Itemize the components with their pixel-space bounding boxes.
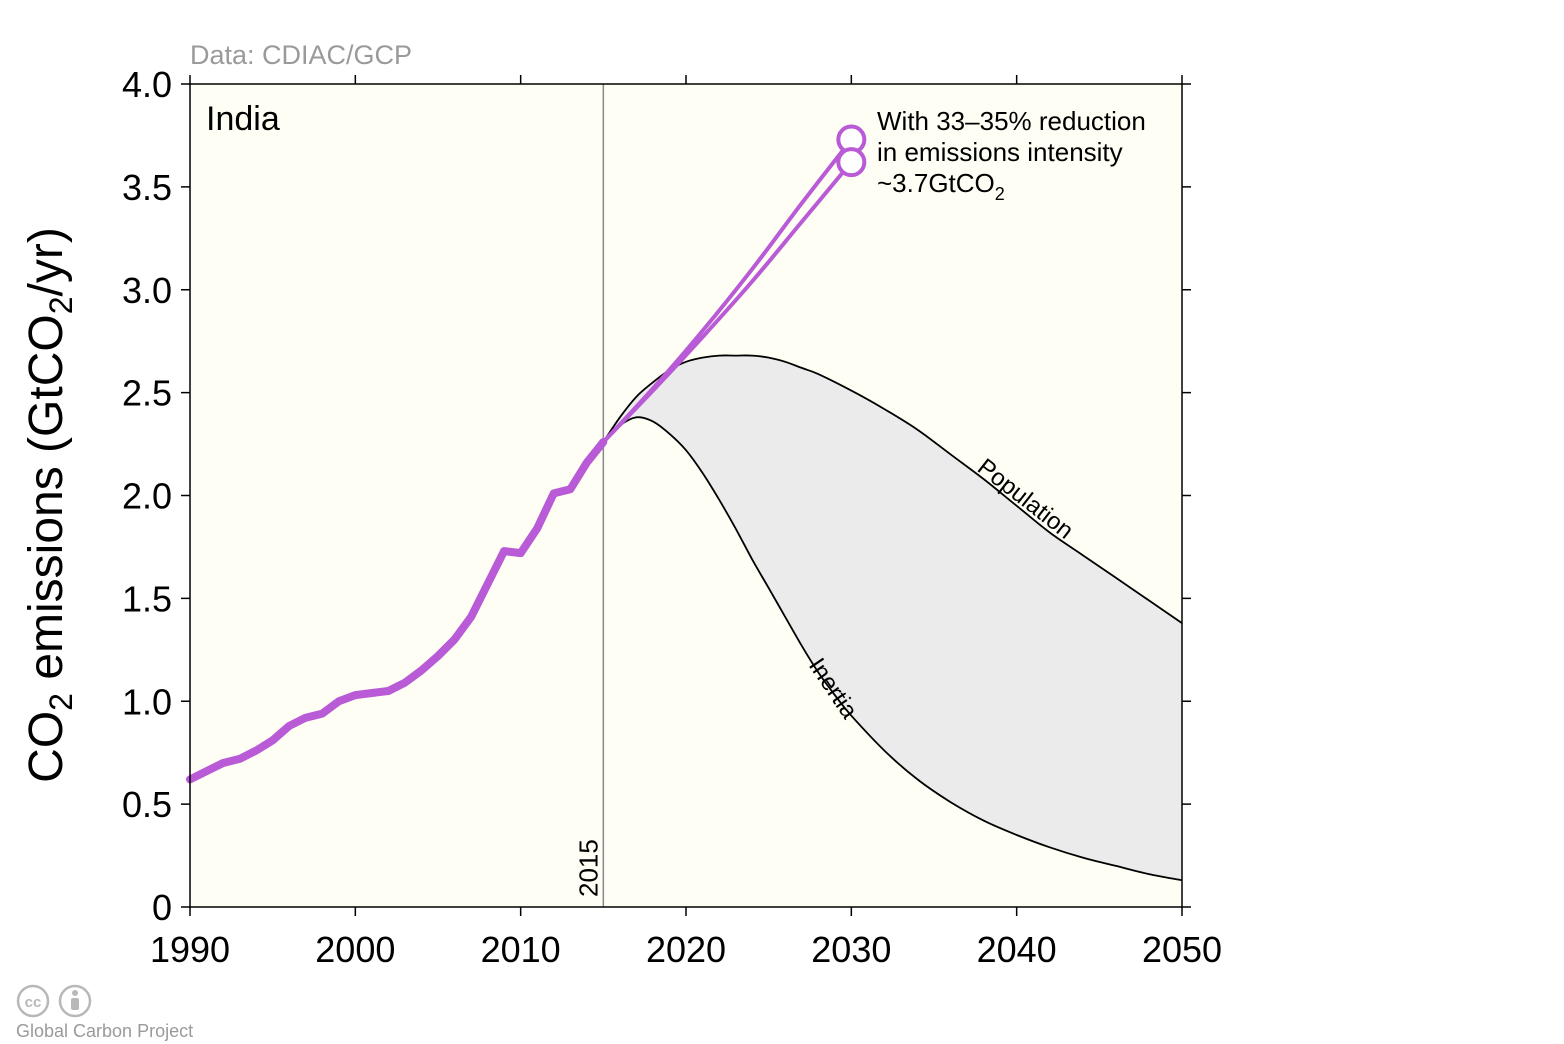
x-axis: 1990 2000 2010 2020 2030 2040 2050	[150, 75, 1222, 970]
y-tick-label: 2.0	[122, 476, 172, 517]
y-axis-title: CO2 emissions (GtCO2/yr)	[20, 227, 79, 783]
panel-title: India	[206, 100, 280, 138]
cc-icon: cc	[16, 984, 50, 1018]
x-tick-label: 2000	[315, 929, 395, 970]
annotation-line-1: With 33–35% reduction	[877, 106, 1146, 136]
y-tick-label: 4.0	[122, 64, 172, 105]
x-tick-label: 1990	[150, 929, 230, 970]
endpoint-low-marker	[836, 147, 867, 178]
data-source-label: Data: CDIAC/GCP	[190, 40, 412, 70]
y-axis-title-part-2: emissions (GtCO	[20, 314, 73, 693]
y-axis-title-sub-1: 2	[43, 693, 79, 711]
y-tick-label: 2.5	[122, 373, 172, 414]
annotation-line-3-text: ~3.7GtCO	[877, 168, 995, 198]
y-tick-label: 0	[152, 887, 172, 928]
x-tick-label: 2020	[646, 929, 726, 970]
historical-emissions-line	[186, 438, 608, 784]
y-axis: 0 0.5 1.0 1.5 2.0 2.5 3.0 3.5 4.0	[122, 64, 1191, 928]
y-tick-label: 1.5	[122, 578, 172, 619]
projection-band	[603, 355, 1182, 881]
x-tick-label: 2030	[811, 929, 891, 970]
x-tick-label: 2010	[481, 929, 561, 970]
attribution-icon	[58, 984, 92, 1018]
y-axis-title-part-1: CO	[20, 711, 73, 783]
y-tick-label: 3.5	[122, 167, 172, 208]
y-axis-title-part-3: /yr)	[20, 227, 73, 296]
inertia-curve	[602, 416, 1183, 882]
annotation-line-3: ~3.7GtCO2	[877, 168, 1005, 204]
svg-text:cc: cc	[25, 994, 42, 1011]
x-tick-label: 2040	[977, 929, 1057, 970]
credit-text: Global Carbon Project	[16, 1021, 193, 1041]
annotation-line-3-subscript: 2	[995, 184, 1005, 204]
y-axis-title-sub-2: 2	[43, 296, 79, 314]
pledge-low-line	[601, 160, 853, 444]
y-tick-label: 3.0	[122, 270, 172, 311]
year-2015-label: 2015	[573, 839, 603, 897]
x-tick-label: 2050	[1142, 929, 1222, 970]
y-tick-label: 1.0	[122, 681, 172, 722]
y-tick-label: 0.5	[122, 784, 172, 825]
annotation-line-2: in emissions intensity	[877, 137, 1123, 167]
